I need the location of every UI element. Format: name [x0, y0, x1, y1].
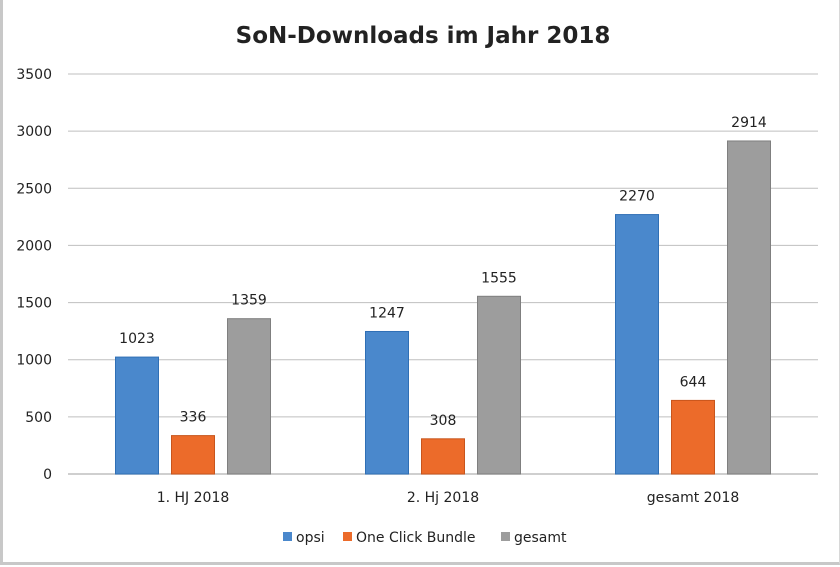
bar — [727, 140, 771, 475]
legend-swatch — [283, 532, 292, 541]
y-tick-label: 500 — [25, 410, 52, 426]
data-label: 1247 — [369, 305, 405, 321]
y-tick-label: 3500 — [16, 67, 52, 83]
y-tick-label: 0 — [43, 467, 52, 483]
bar — [671, 399, 715, 475]
x-tick-label: gesamt 2018 — [647, 490, 740, 506]
legend-label: gesamt — [514, 530, 567, 546]
bar — [421, 438, 465, 475]
y-tick-label: 3000 — [16, 124, 52, 140]
y-tick-label: 1000 — [16, 353, 52, 369]
chart-title: SoN-Downloads im Jahr 2018 — [236, 23, 611, 49]
y-tick-label: 2000 — [16, 238, 52, 254]
legend-label: opsi — [296, 530, 325, 546]
legend-label: One Click Bundle — [356, 530, 476, 546]
bar — [115, 356, 159, 475]
legend-swatch — [343, 532, 352, 541]
data-label: 308 — [430, 413, 457, 429]
data-label: 2270 — [619, 189, 655, 205]
y-tick-label: 2500 — [16, 181, 52, 197]
data-label: 2914 — [731, 115, 767, 131]
x-tick-label: 1. HJ 2018 — [157, 490, 230, 506]
bar — [477, 295, 521, 475]
bar — [615, 214, 659, 475]
data-label: 1555 — [481, 270, 517, 286]
bar — [171, 435, 215, 475]
data-label: 336 — [180, 410, 207, 426]
y-tick-label: 1500 — [16, 296, 52, 312]
data-label: 1023 — [119, 331, 155, 347]
data-label: 644 — [680, 374, 707, 390]
bar — [227, 318, 271, 475]
data-label: 1359 — [231, 293, 267, 309]
bar — [365, 330, 409, 475]
x-tick-label: 2. Hj 2018 — [407, 490, 479, 506]
legend-swatch — [501, 532, 510, 541]
